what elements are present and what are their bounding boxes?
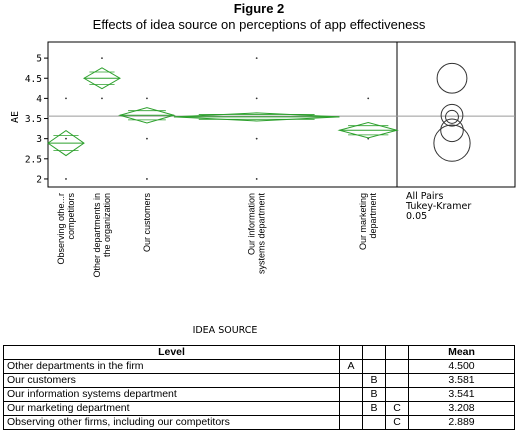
figure-label: Figure 2 — [233, 1, 285, 16]
level-header: Level — [3, 345, 340, 360]
mean-header: Mean — [408, 345, 515, 360]
x-tick-label: department — [368, 193, 378, 239]
x-tick-label: Other departments in — [92, 193, 102, 278]
circles-caption: All Pairs — [406, 191, 443, 202]
data-point — [255, 57, 258, 60]
comparison-circle — [436, 62, 468, 94]
group-header-c — [385, 345, 409, 360]
x-tick-label: Our customers — [142, 193, 152, 253]
mean-cell: 3.541 — [408, 387, 515, 402]
comparison-circle — [445, 109, 459, 124]
group-c-cell — [385, 373, 409, 388]
data-point — [255, 137, 258, 140]
mean-cell: 3.208 — [408, 401, 515, 416]
level-cell: Our information systems department — [3, 387, 340, 402]
table-header-row: Level Mean — [3, 345, 515, 360]
group-c-cell — [385, 359, 409, 374]
table-row: Our information systems department B 3.5… — [3, 387, 515, 402]
table-row: Our customers B 3.581 — [3, 373, 515, 388]
x-tick-label: Our marketing — [358, 193, 368, 250]
comparison-circle — [433, 124, 471, 162]
data-point — [255, 178, 258, 180]
data-point — [65, 137, 67, 140]
mean-cell: 3.581 — [408, 373, 515, 388]
table-row: Other departments in the firm A 4.500 — [3, 359, 515, 374]
level-cell: Observing other firms, including our com… — [3, 415, 340, 430]
x-tick-label: Our information — [247, 193, 257, 255]
group-b-cell: B — [362, 373, 386, 388]
mean-cell: 2.889 — [408, 415, 515, 430]
table-row: Observing other firms, including our com… — [3, 415, 515, 430]
anova-chart: 2 2.5 3 3.5 4 4.5 5 Observing othe...r competit… — [10, 41, 516, 336]
y-axis-label: AE — [10, 111, 21, 123]
y-tick-label: 2 — [36, 174, 42, 185]
y-tick-label: 2.5 — [25, 154, 42, 165]
group-a-cell — [339, 415, 363, 430]
group-b-cell — [362, 415, 386, 430]
circles-caption: Tukey-Kramer — [405, 201, 471, 212]
comparison-circle — [440, 118, 464, 143]
comparison-circle — [440, 103, 464, 127]
data-point — [146, 178, 148, 180]
x-tick-label: Observing othe...r — [56, 193, 66, 265]
level-cell: Our customers — [3, 373, 340, 388]
figure-title: Effects of idea source on perceptions of… — [92, 17, 426, 32]
y-tick-label: 4.5 — [25, 74, 42, 85]
y-tick-label: 3 — [36, 134, 42, 145]
data-point — [101, 57, 103, 60]
group-header-b — [362, 345, 386, 360]
group-a-cell: A — [339, 359, 363, 374]
group-c-cell: C — [385, 415, 409, 430]
x-tick-label: the organization — [102, 193, 112, 257]
group-b-cell — [362, 359, 386, 374]
y-tick-label: 5 — [36, 54, 42, 65]
data-point — [65, 178, 67, 180]
x-axis-label: IDEA SOURCE — [193, 325, 258, 336]
group-a-cell — [339, 373, 363, 388]
group-b-cell: B — [362, 401, 386, 416]
level-cell: Other departments in the firm — [3, 359, 340, 374]
data-point — [146, 137, 148, 140]
mean-cell: 4.500 — [408, 359, 515, 374]
y-tick-label: 3.5 — [25, 114, 42, 125]
data-point — [65, 97, 67, 100]
data-point — [101, 97, 103, 100]
x-tick-label: systems department — [257, 193, 267, 275]
y-tick-label: 4 — [36, 94, 42, 105]
group-a-cell — [339, 401, 363, 416]
group-b-cell: B — [362, 387, 386, 402]
group-header-a — [339, 345, 363, 360]
data-point — [367, 97, 370, 100]
chart-axes: 2 2.5 3 3.5 4 4.5 5 — [25, 41, 516, 188]
data-point — [146, 97, 148, 100]
level-cell: Our marketing department — [3, 401, 340, 416]
table-row: Our marketing department B C 3.208 — [3, 401, 515, 416]
chart-marks — [47, 57, 399, 180]
x-tick-label: competitors — [66, 193, 76, 240]
group-c-cell: C — [385, 401, 409, 416]
x-tick-labels: Observing othe...r competitors Other depar… — [56, 193, 378, 278]
circles-caption: 0.05 — [406, 211, 427, 222]
group-c-cell — [385, 387, 409, 402]
connecting-letters-table: Level Mean Other departments in the firm… — [3, 345, 515, 430]
data-point — [255, 97, 258, 100]
circles-frame — [396, 41, 516, 188]
group-a-cell — [339, 387, 363, 402]
